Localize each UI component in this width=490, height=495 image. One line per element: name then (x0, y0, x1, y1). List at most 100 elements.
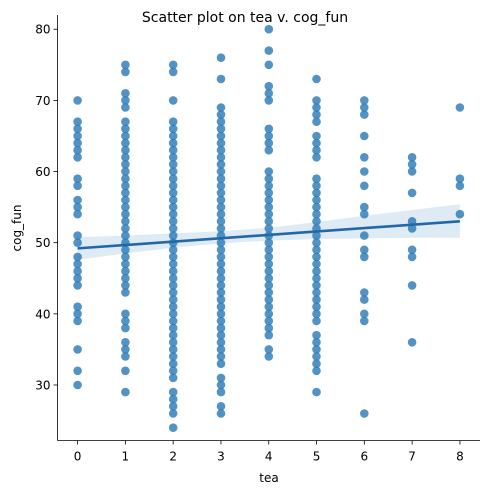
data-point (264, 274, 274, 283)
data-point (264, 309, 274, 319)
data-point (216, 288, 226, 297)
data-point (121, 245, 130, 255)
data-point (264, 209, 274, 219)
data-point (168, 387, 178, 397)
data-point (121, 96, 130, 105)
data-point (121, 124, 130, 134)
data-point (121, 202, 130, 212)
data-point (312, 131, 321, 141)
data-point (312, 238, 321, 247)
regression-line (77, 220, 461, 250)
x-tick-label: 8 (456, 450, 464, 464)
data-point (73, 138, 82, 148)
data-point (168, 224, 178, 233)
data-point (73, 259, 82, 269)
data-point (264, 174, 274, 183)
data-point (312, 359, 321, 369)
data-point (121, 117, 130, 126)
data-point (216, 302, 226, 312)
data-point (121, 259, 130, 269)
data-point (264, 60, 274, 70)
data-point (312, 231, 321, 240)
data-point (407, 188, 417, 198)
y-ticks-layer: 30 40 50 60 70 80 (35, 23, 58, 393)
data-point (168, 124, 178, 134)
data-point (73, 309, 82, 319)
data-point (264, 281, 274, 290)
data-point (216, 188, 226, 198)
data-point (168, 209, 178, 219)
data-point (312, 96, 321, 105)
data-point (121, 274, 130, 283)
data-point (216, 117, 226, 126)
data-point (73, 316, 82, 326)
data-point (216, 224, 226, 233)
data-point (216, 181, 226, 191)
data-point (312, 316, 321, 326)
data-point (168, 323, 178, 333)
data-point (264, 316, 274, 326)
data-point (168, 373, 178, 383)
data-point (121, 131, 130, 141)
data-point (216, 74, 226, 84)
data-point (312, 302, 321, 312)
data-point (264, 89, 274, 98)
data-point (216, 195, 226, 205)
data-point (168, 366, 178, 376)
data-point (264, 181, 274, 191)
data-point (216, 266, 226, 276)
data-point (360, 110, 369, 119)
data-point (168, 174, 178, 183)
data-point (407, 245, 417, 255)
x-tick-label: 2 (169, 450, 177, 464)
data-point (216, 103, 226, 112)
data-point (121, 160, 130, 169)
data-point (360, 288, 369, 297)
data-point (360, 153, 369, 162)
data-point (216, 309, 226, 319)
data-point (168, 160, 178, 169)
data-point (73, 131, 82, 141)
data-point (312, 117, 321, 126)
data-point (121, 352, 130, 361)
data-point (264, 145, 274, 155)
data-point (73, 380, 82, 390)
data-point (312, 295, 321, 304)
data-point (264, 252, 274, 262)
data-point (73, 145, 82, 155)
data-point (168, 338, 178, 347)
data-point (121, 209, 130, 219)
data-point (73, 181, 82, 191)
data-point (216, 245, 226, 255)
data-point (216, 145, 226, 155)
data-point (216, 209, 226, 219)
data-point (121, 345, 130, 354)
data-point (264, 245, 274, 255)
data-point (264, 238, 274, 247)
data-point (216, 131, 226, 141)
data-point (121, 60, 130, 70)
data-point (216, 359, 226, 369)
data-point (360, 131, 369, 141)
data-point (121, 323, 130, 333)
x-tick-label: 0 (74, 450, 82, 464)
data-point (73, 124, 82, 134)
data-point (216, 153, 226, 162)
data-point (407, 252, 417, 262)
data-point (73, 202, 82, 212)
data-point (264, 259, 274, 269)
data-point (312, 181, 321, 191)
data-point (121, 103, 130, 112)
data-point (216, 124, 226, 134)
data-point (168, 281, 178, 290)
data-point (360, 103, 369, 112)
data-point (264, 352, 274, 361)
data-point (121, 366, 130, 376)
data-point (360, 96, 369, 105)
data-point (73, 209, 82, 219)
data-point (121, 145, 130, 155)
data-point (121, 309, 130, 319)
data-point (216, 295, 226, 304)
data-point (216, 160, 226, 169)
data-point (168, 60, 178, 70)
